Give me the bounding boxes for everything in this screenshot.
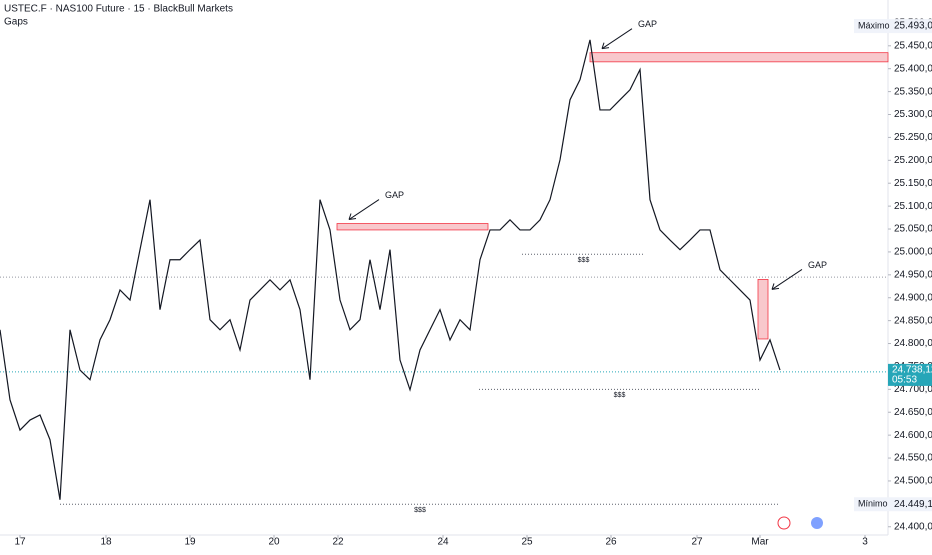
x-tick-label: 26	[605, 537, 617, 548]
x-tick-label: 22	[332, 537, 344, 548]
y-tick-label: 24.850,00	[894, 315, 932, 326]
gap-zone	[336, 223, 489, 231]
y-tick-label: 24.500,00	[894, 476, 932, 487]
extreme-name: Mínimo	[858, 499, 888, 509]
y-tick-label: 25.050,00	[894, 224, 932, 235]
x-tick-label: 20	[268, 537, 280, 548]
y-tick-label: 25.250,00	[894, 132, 932, 143]
y-tick-label: 24.650,00	[894, 407, 932, 418]
x-tick-label: Mar	[751, 537, 769, 548]
liquidity-label: $$$	[614, 392, 626, 399]
x-tick-label: 18	[100, 537, 112, 548]
y-tick-label: 25.000,00	[894, 247, 932, 258]
y-tick-label: 25.400,00	[894, 63, 932, 74]
y-tick-label: 25.200,00	[894, 155, 932, 166]
gap-arrowhead	[348, 213, 357, 221]
gap-label: GAP	[808, 260, 827, 270]
extreme-tag	[854, 497, 932, 512]
chart-title: USTEC.F · NAS100 Future · 15 · BlackBull…	[4, 4, 233, 15]
y-tick-label: 24.550,00	[894, 453, 932, 464]
indicator-name: Gaps	[4, 17, 28, 28]
y-tick-label: 24.400,00	[894, 521, 932, 532]
gap-label: GAP	[385, 190, 404, 200]
event-icon[interactable]	[777, 516, 791, 530]
extreme-name: Máximo	[858, 20, 890, 30]
countdown: 05:53	[892, 375, 917, 386]
y-tick-label: 25.350,00	[894, 86, 932, 97]
price-line	[0, 39, 781, 500]
y-tick-label: 24.900,00	[894, 292, 932, 303]
y-tick-label: 25.300,00	[894, 109, 932, 120]
gap-arrow	[771, 268, 803, 290]
gap-zone	[589, 52, 889, 63]
y-tick-label: 24.700,00	[894, 384, 932, 395]
extreme-tag	[854, 19, 932, 34]
extreme-label: 25.493,04	[894, 21, 932, 32]
x-tick-label: 25	[521, 537, 533, 548]
x-tick-label: 17	[14, 537, 26, 548]
last-price-label: 24.738,12	[892, 365, 932, 376]
x-tick-label: 24	[437, 537, 449, 548]
gap-arrow	[601, 28, 633, 50]
gap-arrowhead	[771, 283, 780, 290]
liquidity-label: $$$	[414, 507, 426, 514]
liquidity-label: $$$	[578, 257, 590, 264]
x-tick-label: 27	[691, 537, 703, 548]
extreme-label: 24.449,16	[894, 499, 932, 510]
y-tick-label: 24.800,00	[894, 338, 932, 349]
y-tick-label: 25.450,00	[894, 40, 932, 51]
y-tick-label: 24.600,00	[894, 430, 932, 441]
y-tick-label: 25.150,00	[894, 178, 932, 189]
x-tick-label: 3	[862, 537, 868, 548]
gap-arrow	[348, 199, 380, 220]
gap-label: GAP	[638, 19, 657, 29]
gap-arrowhead	[601, 42, 610, 50]
flag-icon[interactable]	[811, 517, 823, 529]
gap-zone	[757, 279, 769, 340]
y-tick-label: 25.100,00	[894, 201, 932, 212]
x-tick-label: 19	[184, 537, 196, 548]
last-price-tag	[888, 363, 932, 386]
y-tick-label: 24.950,00	[894, 269, 932, 280]
